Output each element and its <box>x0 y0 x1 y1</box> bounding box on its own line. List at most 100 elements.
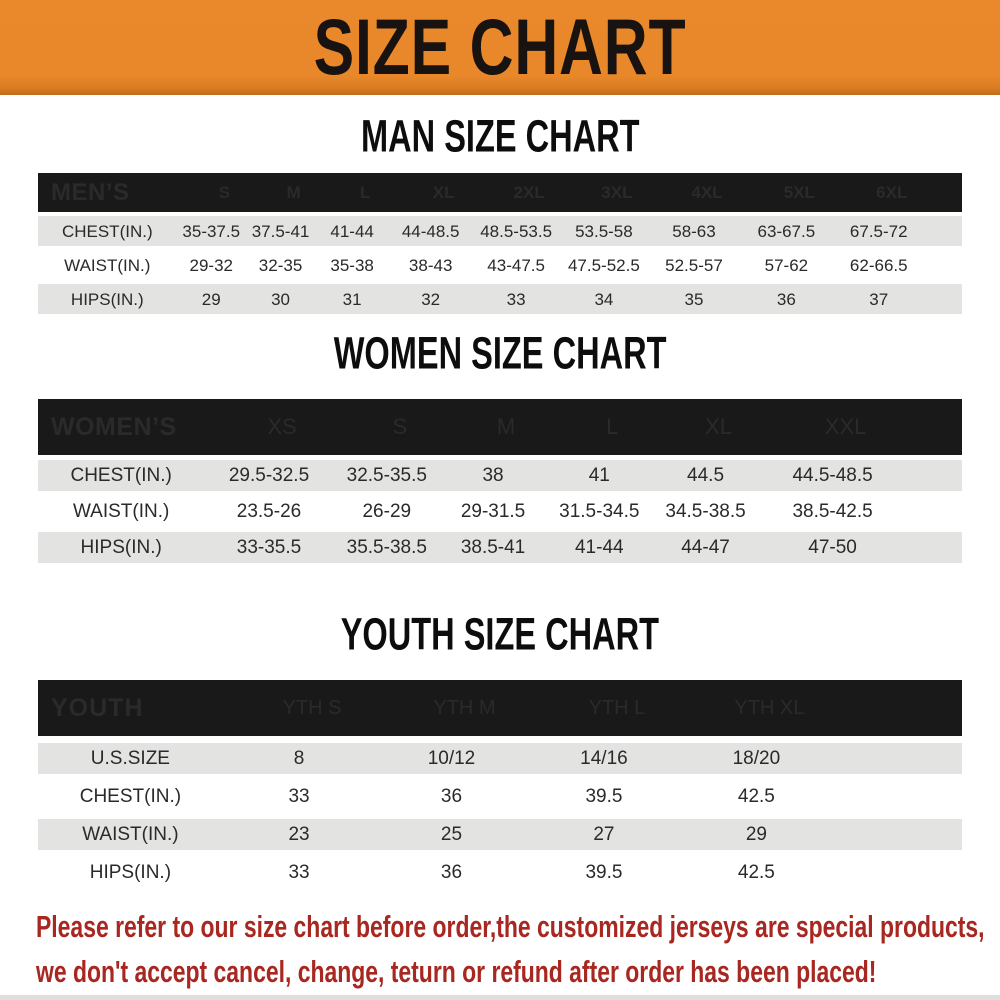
size-value: 14/16 <box>580 748 628 769</box>
size-chart-banner: SIZE CHART <box>0 0 1000 95</box>
size-value: 67.5-72 <box>849 221 908 241</box>
size-value: 31 <box>342 289 362 309</box>
size-value: 29 <box>201 289 221 309</box>
size-header-cell: YTH M <box>433 697 496 719</box>
men-size-table: MEN’S S M L XL 2XL 3XL 4XL 5XL 6XL CHEST… <box>38 173 962 314</box>
size-value: 25 <box>440 824 463 845</box>
size-value: 42.5 <box>737 862 775 883</box>
size-header-cell: 2XL <box>513 183 545 202</box>
size-value: 10/12 <box>427 748 476 769</box>
size-value: 39.5 <box>585 786 623 807</box>
footer-disclaimer: Please refer to our size chart before or… <box>36 904 1000 994</box>
row-label: WAIST(IN.) <box>64 255 151 275</box>
size-value: 37.5-41 <box>251 221 310 241</box>
size-value: 44.5-48.5 <box>792 465 873 486</box>
size-value: 48.5-53.5 <box>480 221 553 241</box>
size-value: 38 <box>482 465 504 486</box>
size-header-cell: XS <box>267 414 297 439</box>
table-row: U.S.SIZE 8 10/12 14/16 18/20 <box>38 743 962 774</box>
size-value: 23.5-26 <box>236 501 302 522</box>
size-value: 35.5-38.5 <box>346 537 427 558</box>
row-label: CHEST(IN.) <box>61 221 153 241</box>
women-table-header-row: WOMEN’S XS S M L XL XXL <box>38 399 962 455</box>
table-row: CHEST(IN.) 33 36 39.5 42.5 <box>38 781 962 812</box>
men-heading-text: MAN SIZE CHART <box>360 111 640 162</box>
size-header-cell: YTH S <box>282 697 342 719</box>
youth-heading-text: YOUTH SIZE CHART <box>340 609 660 660</box>
size-header-cell: YTH XL <box>734 697 805 719</box>
size-header-cell: 6XL <box>876 183 908 202</box>
size-value: 44-47 <box>681 537 730 558</box>
size-value: 18/20 <box>732 748 781 769</box>
size-value: 32 <box>421 289 441 309</box>
size-value: 47-50 <box>808 537 857 558</box>
size-value: 35-37.5 <box>182 221 241 241</box>
size-value: 34 <box>594 289 614 309</box>
row-label: HIPS(IN.) <box>70 289 144 309</box>
footer-note-line1: Please refer to our size chart before or… <box>36 909 985 944</box>
size-value: 57-62 <box>764 255 809 275</box>
size-value: 29-31.5 <box>460 501 526 522</box>
table-row: CHEST(IN.) 29.5-32.5 32.5-35.5 38 41 44.… <box>38 460 962 491</box>
size-value: 33 <box>288 786 310 807</box>
bottom-edge-strip <box>0 995 1000 1000</box>
size-header-cell: XL <box>705 414 732 439</box>
table-corner-label: YOUTH <box>51 693 144 722</box>
size-header-cell: S <box>392 414 408 439</box>
size-value: 38.5-41 <box>460 537 526 558</box>
table-row: WAIST(IN.) 29-32 32-35 35-38 38-43 43-47… <box>38 250 962 280</box>
men-section-heading: MAN SIZE CHART <box>0 112 1000 161</box>
women-size-table: WOMEN’S XS S M L XL XXL CHEST(IN.) 29.5-… <box>38 399 962 563</box>
footer-note-line2: we don't accept cancel, change, teturn o… <box>36 954 877 989</box>
size-value: 32-35 <box>258 255 303 275</box>
size-value: 29.5-32.5 <box>228 465 310 486</box>
youth-size-table: YOUTH YTH S YTH M YTH L YTH XL U.S.SIZE … <box>38 680 962 888</box>
table-corner-label: MEN’S <box>51 178 130 206</box>
men-table-header-row: MEN’S S M L XL 2XL 3XL 4XL 5XL 6XL <box>38 173 962 212</box>
size-value: 41-44 <box>330 221 374 241</box>
size-value: 36 <box>440 786 463 807</box>
women-section-heading: WOMEN SIZE CHART <box>0 329 1000 378</box>
size-value: 38-43 <box>408 255 453 275</box>
size-value: 26-29 <box>362 501 412 522</box>
size-value: 47.5-52.5 <box>567 255 640 275</box>
size-header-cell: L <box>359 183 371 202</box>
row-label: HIPS(IN.) <box>89 862 172 883</box>
size-value: 29 <box>745 824 767 845</box>
size-value: 27 <box>593 824 615 845</box>
size-header-cell: 5XL <box>783 183 815 202</box>
row-label: CHEST(IN.) <box>79 786 182 807</box>
size-value: 36 <box>440 862 463 883</box>
youth-section-heading: YOUTH SIZE CHART <box>0 610 1000 659</box>
size-header-cell: 3XL <box>601 183 633 202</box>
table-row: HIPS(IN.) 29 30 31 32 33 34 35 36 37 <box>38 284 962 314</box>
size-value: 33 <box>506 289 526 309</box>
size-value: 44.5 <box>687 465 725 486</box>
table-row: HIPS(IN.) 33-35.5 35.5-38.5 38.5-41 41-4… <box>38 532 962 563</box>
size-value: 53.5-58 <box>575 221 633 241</box>
size-value: 33-35.5 <box>236 537 302 558</box>
size-value: 41 <box>588 465 610 486</box>
size-value: 58-63 <box>672 221 716 241</box>
size-value: 41-44 <box>574 537 624 558</box>
size-value: 62-66.5 <box>849 255 908 275</box>
table-row: WAIST(IN.) 23.5-26 26-29 29-31.5 31.5-34… <box>38 496 962 527</box>
size-value: 8 <box>293 748 305 769</box>
table-row: WAIST(IN.) 23 25 27 29 <box>38 819 962 850</box>
size-header-cell: M <box>496 414 516 439</box>
size-value: 35-38 <box>330 255 374 275</box>
size-value: 36 <box>776 289 796 309</box>
size-value: 34.5-38.5 <box>665 501 746 522</box>
size-value: 37 <box>869 289 889 309</box>
youth-table-header-row: YOUTH YTH S YTH M YTH L YTH XL <box>38 680 962 736</box>
size-header-cell: YTH L <box>588 697 646 719</box>
women-heading-text: WOMEN SIZE CHART <box>333 328 667 379</box>
size-value: 52.5-57 <box>665 255 723 275</box>
banner-title: SIZE CHART <box>313 2 687 92</box>
size-value: 30 <box>271 289 290 309</box>
size-header-cell: M <box>286 183 301 202</box>
size-value: 31.5-34.5 <box>559 501 640 522</box>
table-row: CHEST(IN.) 35-37.5 37.5-41 41-44 44-48.5… <box>38 216 962 246</box>
size-header-cell: S <box>218 183 230 202</box>
